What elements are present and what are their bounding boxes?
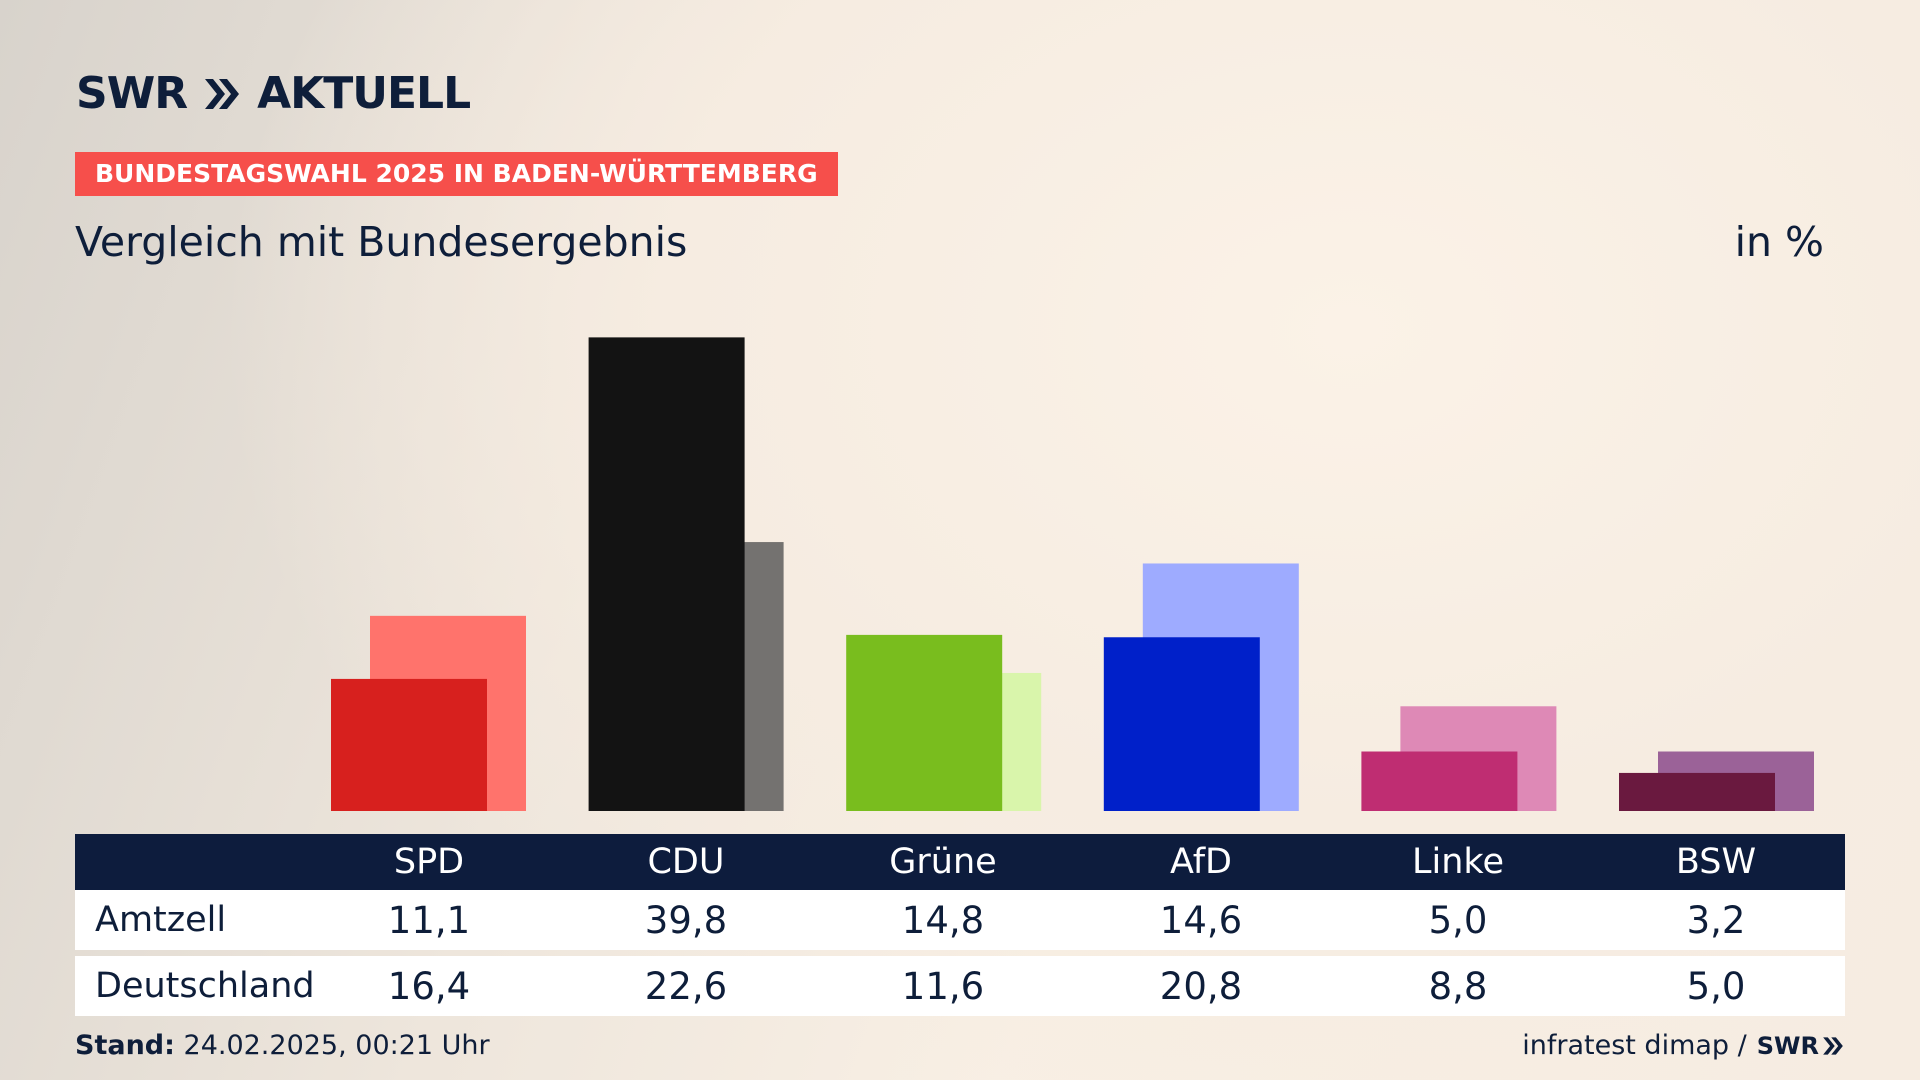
table-cell: 14,6: [1159, 898, 1243, 942]
bar-amtzell-cdu: [588, 337, 745, 811]
table-cell: 8,8: [1428, 964, 1488, 1008]
bar-amtzell-bsw: [1619, 772, 1775, 811]
row-label: Amtzell: [95, 900, 227, 940]
column-header: BSW: [1675, 842, 1757, 882]
bar-deutschland-afd: [1142, 563, 1299, 811]
source-credit: infratest dimap / SWR: [1522, 1030, 1844, 1061]
table-cell: 14,8: [901, 898, 985, 942]
bar-deutschland-spd: [370, 615, 526, 811]
bar-deutschland-linke: [1400, 706, 1557, 811]
table-cell: 39,8: [644, 898, 728, 942]
table-header-row: SPD CDU Grüne AfD Linke BSW: [75, 834, 1845, 890]
swr-aktuell-logo: SWR AKTUELL: [76, 68, 471, 119]
bar-deutschland-cdu: [627, 542, 784, 811]
column-header: Linke: [1412, 842, 1504, 882]
row-label: Deutschland: [95, 966, 315, 1006]
source-text: infratest dimap /: [1522, 1030, 1747, 1061]
bar-amtzell-afd: [1103, 637, 1260, 811]
table-cell: 3,2: [1686, 898, 1746, 942]
column-header: CDU: [647, 842, 725, 882]
logo-text: SWR: [76, 68, 188, 119]
double-chevron-icon: [205, 78, 240, 109]
table-cell: 20,8: [1159, 964, 1243, 1008]
bar-deutschland-bsw: [1658, 751, 1814, 811]
table-cell: 22,6: [644, 964, 728, 1008]
column-header: AfD: [1170, 842, 1232, 882]
stand-label: Stand:: [75, 1030, 175, 1061]
bar-amtzell-grüne: [846, 634, 1003, 811]
timestamp: Stand: 24.02.2025, 00:21 Uhr: [75, 1030, 490, 1061]
table-cell: 5,0: [1428, 898, 1488, 942]
logo-suffix: AKTUELL: [257, 68, 471, 119]
table-cell: 16,4: [387, 964, 471, 1008]
column-header: SPD: [393, 842, 465, 882]
stand-value: 24.02.2025, 00:21 Uhr: [183, 1030, 490, 1061]
results-table: SPD CDU Grüne AfD Linke BSW Amtzell 11,1 39,8 1…: [75, 834, 1845, 1016]
unit-label: in %: [1734, 218, 1824, 266]
table-cell: 11,1: [387, 898, 471, 942]
bar-deutschland-grüne: [885, 672, 1042, 811]
table-row-amtzell: Amtzell 11,1 39,8 14,8 14,6 5,0 3,2: [75, 890, 1845, 950]
table-cell: 11,6: [901, 964, 985, 1008]
double-chevron-icon: [1823, 1036, 1843, 1055]
bar-amtzell-spd: [331, 678, 487, 811]
election-tag: BUNDESTAGSWAHL 2025 IN BADEN-WÜRTTEMBERG: [75, 152, 838, 196]
swr-small-logo-text: SWR: [1756, 1031, 1819, 1060]
table-cell: 5,0: [1686, 964, 1746, 1008]
table-row-deutschland: Deutschland 16,4 22,6 11,6 20,8 8,8 5,0: [75, 956, 1845, 1016]
chart-subtitle: Vergleich mit Bundesergebnis: [75, 218, 688, 266]
bar-amtzell-linke: [1361, 751, 1518, 811]
swr-small-logo: SWR: [1757, 1032, 1844, 1060]
column-header: Grüne: [889, 842, 997, 882]
